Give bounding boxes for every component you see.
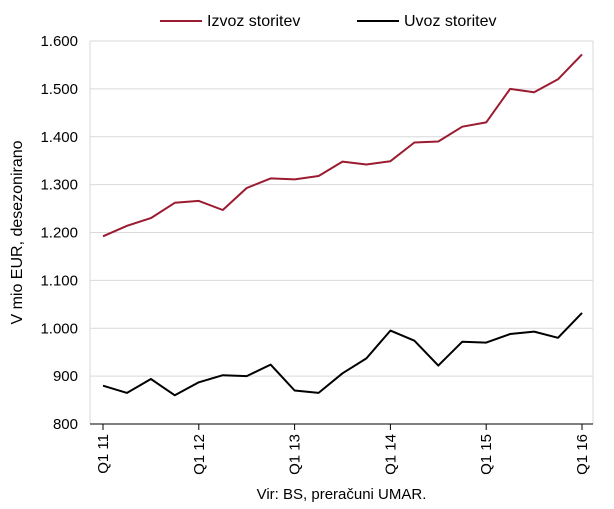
y-tick-label: 1.300 [40,177,78,194]
legend: Izvoz storitev Uvoz storitev [160,13,496,30]
x-tick-label: Q1 12 [191,434,208,475]
source-note: Vir: BS, preračuni UMAR. [257,486,427,503]
x-tick-label: Q1 11 [95,434,112,474]
y-axis-ticks: 800 900 1.000 1.100 1.200 1.300 1.400 1.500 1.60… [40,33,78,433]
x-tick-label: Q1 13 [287,434,304,475]
series-line-2 [102,312,583,397]
x-tick-label: Q1 14 [382,434,399,475]
y-tick-label: 900 [53,368,78,385]
y-axis-title: V mio EUR, desezonirano [9,140,26,324]
y-tick-label: 1.500 [40,81,78,98]
gridlines [89,40,594,424]
y-tick-label: 1.200 [40,225,78,242]
y-tick-label: 1.400 [40,129,78,146]
legend-label-2: Uvoz storitev [404,13,496,30]
y-tick-label: 1.000 [40,320,78,337]
legend-label-1: Izvoz storitev [207,13,300,30]
y-tick-label: 1.600 [40,33,78,50]
x-tick-label: Q1 16 [574,434,591,475]
x-axis-ticks: Q1 11 Q1 12 Q1 13 Q1 14 Q1 15 Q1 16 [95,424,591,475]
x-tick-label: Q1 15 [478,434,495,475]
y-tick-label: 1.100 [40,272,78,289]
series-line-1 [102,53,583,238]
y-tick-label: 800 [53,416,78,433]
series-lines [102,53,583,397]
